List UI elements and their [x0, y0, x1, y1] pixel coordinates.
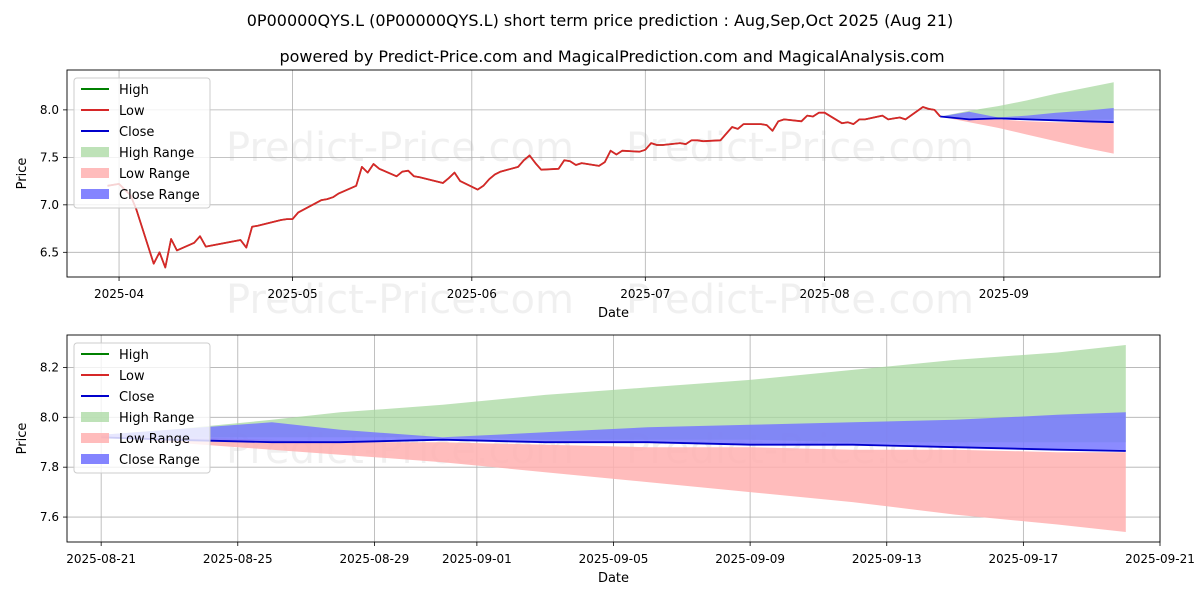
plot-area [107, 82, 1114, 269]
y-tick-label: 7.5 [40, 150, 59, 164]
x-tick-label: 2025-07 [620, 287, 670, 301]
axes-frame [66, 334, 1161, 543]
x-tick-label: 2025-08-29 [340, 552, 410, 566]
y-tick-label: 8.0 [40, 103, 59, 117]
chart-subtitle: powered by Predict-Price.com and Magical… [279, 47, 944, 66]
x-tick-label: 2025-09-17 [989, 552, 1059, 566]
legend-swatch [81, 412, 109, 422]
x-axis-label: Date [598, 306, 629, 321]
x-tick-label: 2025-09-05 [579, 552, 649, 566]
plot-area [101, 345, 1126, 532]
x-tick-label: 2025-09-13 [852, 552, 922, 566]
watermark-text: Predict-Price.com [626, 277, 974, 323]
bottom-panel: Predict-Price.comPredict-Price.com2025-0… [15, 334, 1195, 586]
legend-swatch [81, 454, 109, 464]
legend-label: Close [119, 390, 154, 405]
y-axis-label: Price [15, 423, 30, 455]
x-tick-label: 2025-06 [447, 287, 497, 301]
legend-label: Close Range [119, 453, 200, 468]
top-panel: Predict-Price.com Predict-Price.com Predic… [15, 69, 1161, 323]
x-tick-label: 2025-04 [94, 287, 144, 301]
y-axis-label: Price [15, 158, 30, 190]
high-range-band [101, 345, 1126, 443]
legend-label: Close [119, 125, 154, 140]
watermark-text: Predict-Price.com [226, 277, 574, 323]
legend-swatch [81, 168, 109, 178]
legend-label: High [119, 348, 149, 363]
watermark-text: Predict-Price.com [226, 125, 574, 171]
legend-swatch [81, 433, 109, 443]
chart-title: 0P00000QYS.L (0P00000QYS.L) short term p… [247, 11, 953, 30]
x-tick-label: 2025-08 [800, 287, 850, 301]
legend-label: Low [119, 104, 145, 119]
legend-label: Low Range [119, 167, 190, 182]
high-range-band [940, 82, 1114, 120]
legend-label: High Range [119, 146, 194, 161]
y-tick-label: 7.8 [40, 460, 59, 474]
y-tick-label: 7.6 [40, 510, 59, 524]
legend-label: Low Range [119, 432, 190, 447]
low-series-line [107, 106, 941, 269]
x-tick-label: 2025-08-25 [203, 552, 273, 566]
close-forecast-line [101, 436, 1126, 452]
legend-label: Close Range [119, 188, 200, 203]
x-tick-label: 2025-09-21 [1125, 552, 1195, 566]
legend-label: High Range [119, 411, 194, 426]
close-forecast-line [940, 115, 1114, 124]
y-tick-label: 8.2 [40, 360, 59, 374]
x-tick-label: 2025-08-21 [66, 552, 136, 566]
legend-label: High [119, 83, 149, 98]
low-range-band [101, 434, 1126, 532]
x-axis-label: Date [598, 571, 629, 586]
x-tick-label: 2025-09-01 [442, 552, 512, 566]
y-tick-label: 8.0 [40, 410, 59, 424]
low-range-band [940, 116, 1114, 154]
x-tick-label: 2025-05 [267, 287, 317, 301]
y-tick-label: 7.0 [40, 198, 59, 212]
x-tick-label: 2025-09-09 [715, 552, 785, 566]
legend-swatch [81, 147, 109, 157]
legend-swatch [81, 189, 109, 199]
axes-frame [66, 69, 1161, 278]
x-tick-label: 2025-09 [979, 287, 1029, 301]
watermark-text: Predict-Price.com [626, 125, 974, 171]
y-tick-label: 6.5 [40, 245, 59, 259]
legend-label: Low [119, 369, 145, 384]
